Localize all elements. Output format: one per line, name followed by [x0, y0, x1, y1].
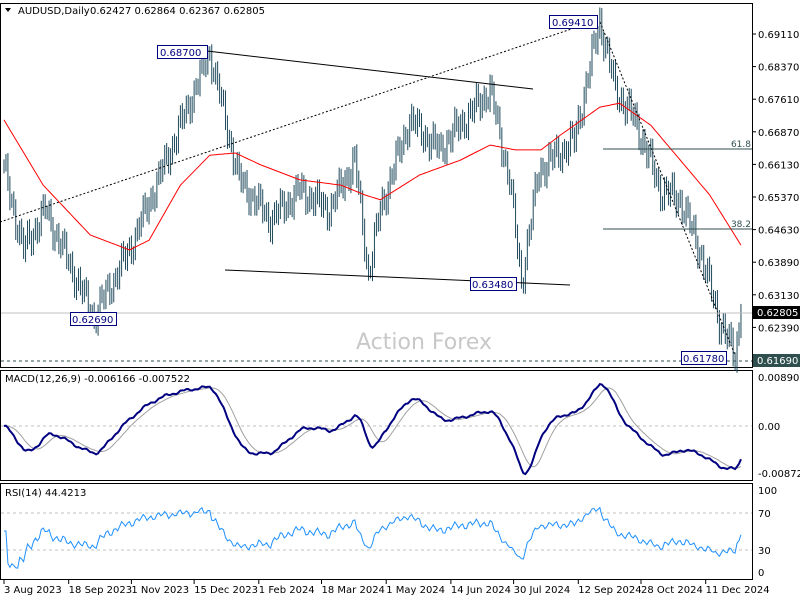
macd-tick-min: -0.008729 — [758, 469, 800, 480]
time-axis: 3 Aug 2023 18 Sep 2023 1 Nov 2023 15 Dec 20… — [3, 580, 770, 596]
collapse-triangle-icon[interactable] — [5, 8, 11, 12]
time-tick-label: 1 May 2024 — [386, 585, 445, 596]
time-tick-label: 18 Sep 2023 — [69, 585, 132, 596]
svg-text:0.61690: 0.61690 — [757, 356, 798, 367]
time-tick-label: 1 Nov 2023 — [131, 585, 189, 596]
price-tick-label: 0.69110 — [758, 30, 799, 41]
time-tick-label: 11 Dec 2024 — [706, 585, 770, 596]
price-panel-frame — [0, 3, 753, 368]
time-tick-label: 15 Dec 2023 — [194, 585, 258, 596]
falling-dotted-trendline[interactable] — [599, 21, 736, 356]
price-tick-label: 0.67610 — [758, 95, 799, 106]
price-tick-label: 0.63890 — [758, 258, 799, 269]
rising-dotted-trendline[interactable] — [0, 19, 599, 223]
low-level-badge: 0.61690 — [753, 354, 800, 367]
price-tick-label: 0.62390 — [758, 323, 799, 334]
moving-average-line — [3, 102, 742, 251]
price-tick-label: 0.66130 — [758, 160, 799, 171]
macd-line — [3, 382, 742, 476]
rsi-tick-30: 30 — [758, 546, 771, 557]
time-tick-label: 28 Oct 2024 — [641, 585, 703, 596]
macd-tick-zero: 0.00 — [758, 422, 780, 433]
macd-panel-frame — [0, 370, 753, 481]
svg-text:0.69410: 0.69410 — [552, 18, 593, 29]
price-tick-label: 0.68370 — [758, 63, 799, 74]
price-axis: 0.69110 0.68370 0.67610 0.66870 0.66130 0.653… — [752, 30, 799, 334]
svg-text:0.62805: 0.62805 — [757, 308, 798, 319]
time-tick-label: 14 Jun 2024 — [451, 585, 511, 596]
label-0.61780[interactable]: 0.61780 — [681, 351, 727, 366]
label-0.62690[interactable]: 0.62690 — [70, 312, 117, 327]
rsi-tick-70: 70 — [758, 509, 771, 520]
time-tick-label: 1 Feb 2024 — [259, 585, 315, 596]
macd-title: MACD(12,26,9) -0.006166 -0.007522 — [5, 374, 190, 385]
symbol-title: AUDUSD,Daily — [18, 6, 90, 17]
rsi-line — [4, 506, 742, 569]
time-tick-label: 30 Jul 2024 — [514, 585, 571, 596]
lower-trendline[interactable] — [224, 269, 571, 286]
label-0.63480[interactable]: 0.63480 — [470, 277, 517, 292]
rsi-tick-100: 100 — [758, 486, 777, 497]
price-tick-label: 0.63130 — [758, 291, 799, 302]
price-bars — [3, 7, 742, 373]
upper-trendline[interactable] — [206, 50, 534, 90]
time-tick-label: 3 Aug 2023 — [4, 585, 62, 596]
rsi-tick-0: 0 — [758, 568, 764, 579]
price-tick-label: 0.65370 — [758, 193, 799, 204]
price-tick-label: 0.64630 — [758, 226, 799, 237]
svg-text:0.63480: 0.63480 — [472, 280, 513, 291]
time-tick-label: 12 Sep 2024 — [578, 585, 641, 596]
rsi-title: RSI(14) 44.4213 — [5, 488, 86, 499]
current-price-badge: 0.62805 — [753, 306, 800, 319]
fib-382-label: 38.2 — [731, 220, 751, 230]
label-0.68700[interactable]: 0.68700 — [157, 45, 208, 60]
svg-text:0.61780: 0.61780 — [683, 354, 724, 365]
ohlc-values: 0.62427 0.62864 0.62367 0.62805 — [90, 6, 265, 17]
macd-tick-max: 0.008901 — [758, 373, 800, 384]
fib-618-label: 61.8 — [731, 140, 751, 150]
time-tick-label: 18 Mar 2024 — [322, 585, 385, 596]
rsi-panel-frame — [0, 483, 753, 580]
svg-text:0.62690: 0.62690 — [72, 315, 113, 326]
macd-signal-line — [4, 387, 742, 469]
svg-text:0.68700: 0.68700 — [160, 48, 201, 59]
price-tick-label: 0.66870 — [758, 128, 799, 139]
watermark: Action Forex — [356, 330, 492, 355]
label-0.69410[interactable]: 0.69410 — [549, 15, 598, 30]
